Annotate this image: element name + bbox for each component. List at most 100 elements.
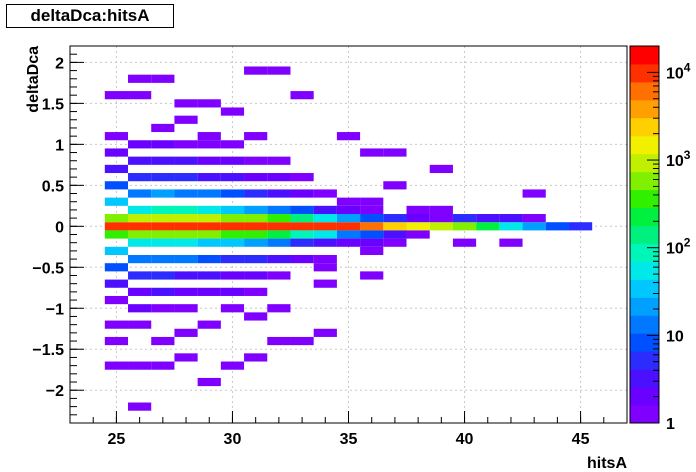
heatmap-cell	[197, 222, 221, 231]
heatmap-cell	[220, 304, 245, 313]
heatmap-cell	[174, 238, 198, 247]
heatmap-cell	[197, 132, 221, 141]
heatmap-cell	[220, 238, 245, 247]
heatmap-cell	[499, 222, 523, 231]
y-axis: 2 1.5 1 0.5 0 −0.5 −1 −1.5 −2	[32, 45, 84, 416]
heatmap-cell	[151, 214, 175, 223]
colorbar-swatch	[630, 46, 659, 65]
heatmap-cell	[290, 205, 314, 215]
heatmap-cell	[128, 91, 152, 100]
heatmap-cell	[383, 230, 407, 239]
heatmap-cell	[220, 271, 245, 280]
heatmap-cell	[244, 271, 268, 280]
heatmap-cell	[220, 140, 245, 149]
heatmap-cell	[151, 74, 175, 83]
heatmap-cell	[313, 279, 337, 288]
heatmap-cell	[197, 156, 221, 165]
colorbar-tick-label: 104	[666, 60, 691, 82]
colorbar-swatch	[630, 81, 659, 101]
heatmap-cell	[336, 230, 361, 239]
heatmap-cell	[220, 287, 245, 296]
heatmap-cell	[197, 140, 221, 149]
heatmap-cell	[244, 173, 268, 182]
heatmap-cell	[220, 214, 245, 223]
heatmap-cell	[128, 189, 152, 198]
heatmap-cell	[244, 238, 268, 247]
heatmap-cell	[151, 238, 175, 247]
heatmap-cell	[104, 132, 129, 141]
heatmap-cell	[244, 156, 268, 165]
heatmap-cell	[522, 222, 546, 231]
heatmap-cell	[360, 197, 384, 206]
colorbar-tick-label: 103	[666, 148, 691, 170]
heatmap-cell	[522, 214, 546, 223]
heatmap-cell	[360, 148, 384, 157]
colorbar-swatch	[630, 243, 659, 262]
colorbar-swatch	[630, 225, 659, 244]
heatmap-cell	[104, 181, 129, 190]
heatmap-cell	[313, 263, 337, 272]
heatmap-cell	[313, 222, 337, 231]
heatmap-cell	[267, 254, 291, 264]
heatmap-cell	[128, 173, 152, 182]
x-axis-label: hitsA	[587, 455, 627, 472]
heatmap-cell	[104, 230, 129, 239]
heatmap-cell	[429, 222, 453, 231]
heatmap-cell	[452, 214, 477, 223]
heatmap-cell	[429, 205, 453, 215]
colorbar-swatch	[630, 207, 659, 227]
heatmap-cell	[290, 336, 314, 346]
heatmap-cell	[174, 140, 198, 149]
heatmap-cell	[174, 214, 198, 223]
heatmap-cell	[406, 214, 430, 223]
heatmap-cell	[197, 320, 221, 329]
heatmap-cell	[360, 222, 384, 231]
heatmap-cell	[174, 304, 198, 313]
heatmap-cell	[452, 238, 477, 247]
heatmap-cell	[197, 271, 221, 280]
heatmap-cell	[151, 222, 175, 231]
heatmap-cell	[174, 287, 198, 296]
heatmap-cell	[267, 173, 291, 182]
heatmap-cell	[267, 238, 291, 247]
heatmap-cell	[128, 361, 152, 370]
heatmap-cell	[104, 148, 129, 157]
heatmap-cell	[128, 205, 152, 215]
heatmap-cell	[104, 91, 129, 100]
heatmap-cell	[220, 222, 245, 231]
heatmap-cell	[174, 99, 198, 108]
colorbar-swatch	[630, 351, 659, 370]
heatmap-cell	[104, 222, 129, 231]
heatmap-cell	[244, 353, 268, 362]
heatmap-cell	[267, 66, 291, 75]
heatmap-cell	[128, 222, 152, 231]
heatmap-cell	[244, 230, 268, 239]
heatmap-cell	[383, 222, 407, 231]
heatmap-cell	[244, 132, 268, 141]
colorbar-swatch	[630, 369, 659, 388]
colorbar-swatch	[630, 171, 659, 191]
heatmap-cell	[313, 189, 337, 198]
y-tick-label: −2	[46, 383, 64, 400]
heatmap-cell	[336, 238, 361, 247]
heatmap-cell	[128, 140, 152, 149]
heatmap-cell	[336, 214, 361, 223]
heatmap-cell	[267, 205, 291, 215]
colorbar-swatch	[630, 315, 659, 334]
heatmap-cell	[360, 230, 384, 239]
y-tick-label: 0.5	[42, 178, 64, 195]
colorbar-swatch	[630, 153, 659, 173]
heatmap-cell	[151, 287, 175, 296]
heatmap-cell	[383, 214, 407, 223]
heatmap-cell	[290, 189, 314, 198]
heatmap-cell	[104, 279, 129, 288]
colorbar-swatch	[630, 117, 659, 137]
x-tick-label: 30	[224, 431, 242, 448]
heatmap-cell	[313, 205, 337, 215]
y-tick-label: 1.5	[42, 96, 64, 113]
heatmap-cell	[220, 205, 245, 215]
heatmap-cell	[499, 214, 523, 223]
heatmap-cell	[220, 189, 245, 198]
heatmap-cell	[104, 214, 129, 223]
